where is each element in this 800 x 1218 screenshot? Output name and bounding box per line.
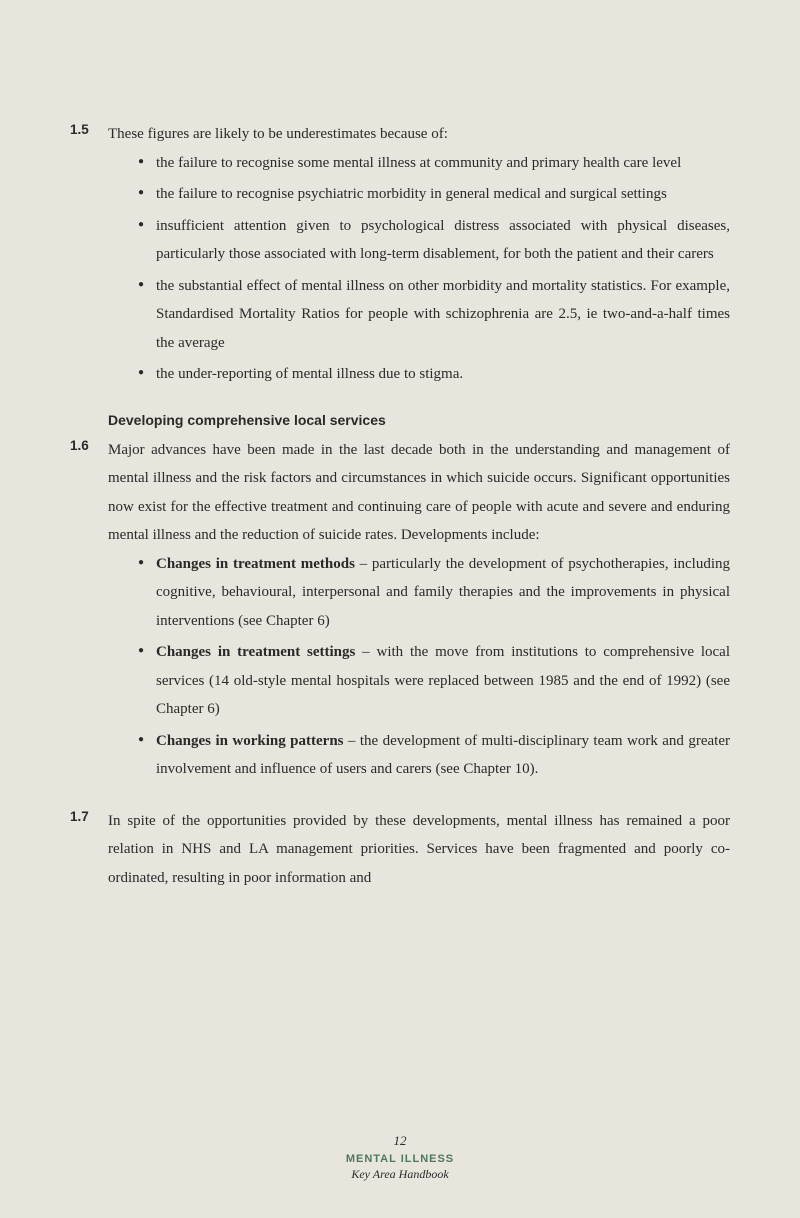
bullet-item: Changes in working patterns – the develo…: [138, 727, 730, 784]
section-1-6: 1.6 Major advances have been made in the…: [70, 436, 730, 787]
bullet-item: insufficient attention given to psycholo…: [138, 212, 730, 269]
section-number: 1.7: [70, 807, 108, 893]
bullet-item: the under-reporting of mental illness du…: [138, 360, 730, 389]
footer-subtitle: Key Area Handbook: [0, 1167, 800, 1182]
section-intro: These figures are likely to be underesti…: [108, 120, 730, 149]
footer-title: MENTAL ILLNESS: [0, 1153, 800, 1165]
section-1-5: 1.5 These figures are likely to be under…: [70, 120, 730, 392]
bullet-item: the failure to recognise some mental ill…: [138, 149, 730, 178]
section-body: In spite of the opportunities provided b…: [108, 807, 730, 893]
bullet-lead: Changes in working patterns: [156, 733, 344, 749]
bullet-list: the failure to recognise some mental ill…: [108, 149, 730, 389]
page-number: 12: [0, 1133, 800, 1149]
bullet-list: Changes in treatment methods – particula…: [108, 550, 730, 784]
section-body: Major advances have been made in the las…: [108, 436, 730, 787]
bullet-lead: Changes in treatment methods: [156, 556, 355, 572]
subheading: Developing comprehensive local services: [108, 412, 730, 428]
section-text: In spite of the opportunities provided b…: [108, 807, 730, 893]
section-body: These figures are likely to be underesti…: [108, 120, 730, 392]
section-number: 1.5: [70, 120, 108, 392]
bullet-item: Changes in treatment methods – particula…: [138, 550, 730, 636]
page-footer: 12 MENTAL ILLNESS Key Area Handbook: [0, 1133, 800, 1182]
bullet-item: Changes in treatment settings – with the…: [138, 638, 730, 724]
bullet-lead: Changes in treatment settings: [156, 644, 355, 660]
section-1-7: 1.7 In spite of the opportunities provid…: [70, 807, 730, 893]
section-intro: Major advances have been made in the las…: [108, 436, 730, 550]
bullet-item: the failure to recognise psychiatric mor…: [138, 180, 730, 209]
bullet-item: the substantial effect of mental illness…: [138, 272, 730, 358]
section-number: 1.6: [70, 436, 108, 787]
